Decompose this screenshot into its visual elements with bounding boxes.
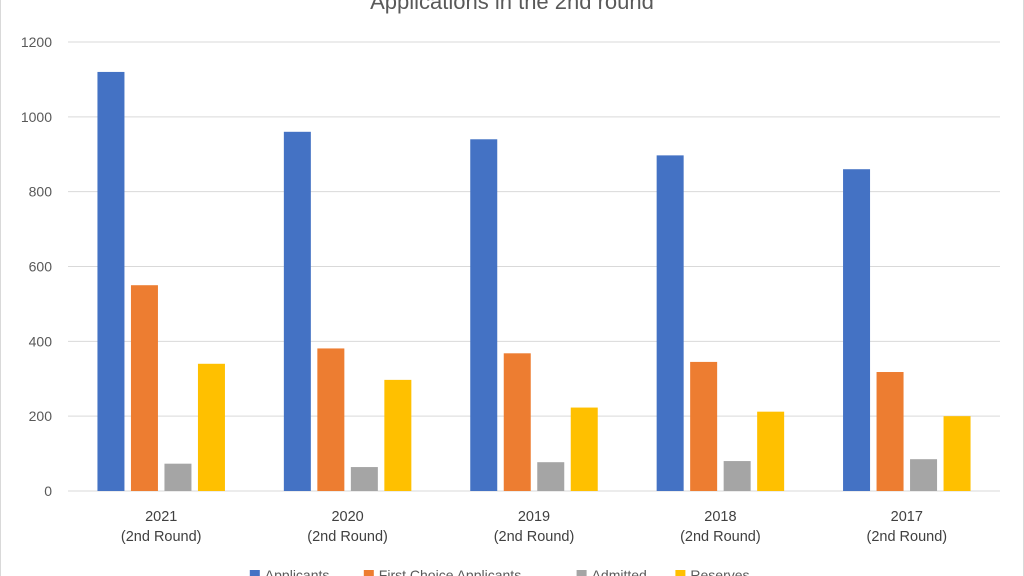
- legend-label: Admitted: [592, 567, 647, 576]
- x-tick-label-line: 2017: [891, 509, 923, 525]
- legend-swatch: [675, 570, 686, 576]
- bar-first-choice-applicants-2018: [690, 361, 718, 491]
- x-tick-label: 2021 (2nd Round): [121, 509, 202, 545]
- legend-label: Reserves: [690, 567, 749, 576]
- x-tick-label: 2017 (2nd Round): [866, 509, 947, 545]
- bar-first-choice-applicants-2021: [130, 285, 158, 491]
- legend-label: First Choice Applicants: [379, 567, 521, 576]
- bar-admitted-2017: [910, 459, 938, 491]
- x-tick-label-line: (2nd Round): [121, 529, 202, 545]
- legend-swatch: [249, 570, 260, 576]
- bar-admitted-2020: [350, 467, 378, 491]
- x-tick-label-line: 2019: [518, 509, 550, 525]
- bar-applicants-2020: [283, 131, 311, 492]
- bar-admitted-2018: [723, 461, 751, 491]
- chart-title: Applications in the 2nd round: [370, 0, 654, 14]
- bar-reserves-2020: [384, 379, 412, 491]
- x-tick-label-line: 2020: [331, 509, 363, 525]
- y-tick-label: 1000: [21, 109, 52, 125]
- bar-admitted-2019: [537, 462, 565, 491]
- x-tick-label-line: 2021: [145, 509, 177, 525]
- x-tick-label-line: (2nd Round): [680, 529, 761, 545]
- legend-label: Applicants: [265, 567, 330, 576]
- bar-reserves-2018: [757, 411, 785, 491]
- y-axis-ticks: 0 200 400 600 800 1000 1200: [21, 34, 52, 499]
- bar-applicants-2021: [97, 71, 125, 491]
- legend-swatch: [363, 570, 374, 576]
- x-tick-label-line: (2nd Round): [307, 529, 388, 545]
- bar-applicants-2019: [470, 139, 498, 492]
- y-tick-label: 600: [29, 259, 53, 275]
- x-axis-labels: 2021 (2nd Round) 2020 (2nd Round) 2019 (2nd R…: [121, 509, 947, 545]
- x-tick-label: 2018 (2nd Round): [680, 509, 761, 545]
- x-tick-label: 2020 (2nd Round): [307, 509, 388, 545]
- x-tick-label-line: 2018: [704, 509, 736, 525]
- y-tick-label: 800: [29, 184, 53, 200]
- bar-first-choice-applicants-2020: [317, 348, 345, 491]
- y-tick-label: 0: [44, 483, 52, 499]
- y-tick-label: 400: [29, 333, 53, 349]
- bar-reserves-2019: [570, 407, 598, 491]
- x-tick-label-line: (2nd Round): [494, 529, 575, 545]
- bar-admitted-2021: [164, 463, 192, 491]
- bar-applicants-2018: [656, 155, 684, 491]
- bar-first-choice-applicants-2017: [876, 372, 904, 491]
- x-tick-label-line: (2nd Round): [866, 529, 947, 545]
- y-tick-label: 1200: [21, 34, 52, 50]
- bar-applicants-2017: [843, 169, 871, 491]
- y-tick-label: 200: [29, 408, 53, 424]
- bar-reserves-2017: [943, 416, 971, 491]
- bar-reserves-2021: [197, 363, 225, 491]
- bars: [97, 71, 971, 492]
- legend: Applicants First Choice Applicants Admitte…: [249, 567, 750, 576]
- bar-first-choice-applicants-2019: [503, 353, 531, 491]
- x-tick-label: 2019 (2nd Round): [494, 509, 575, 545]
- legend-swatch: [576, 570, 587, 576]
